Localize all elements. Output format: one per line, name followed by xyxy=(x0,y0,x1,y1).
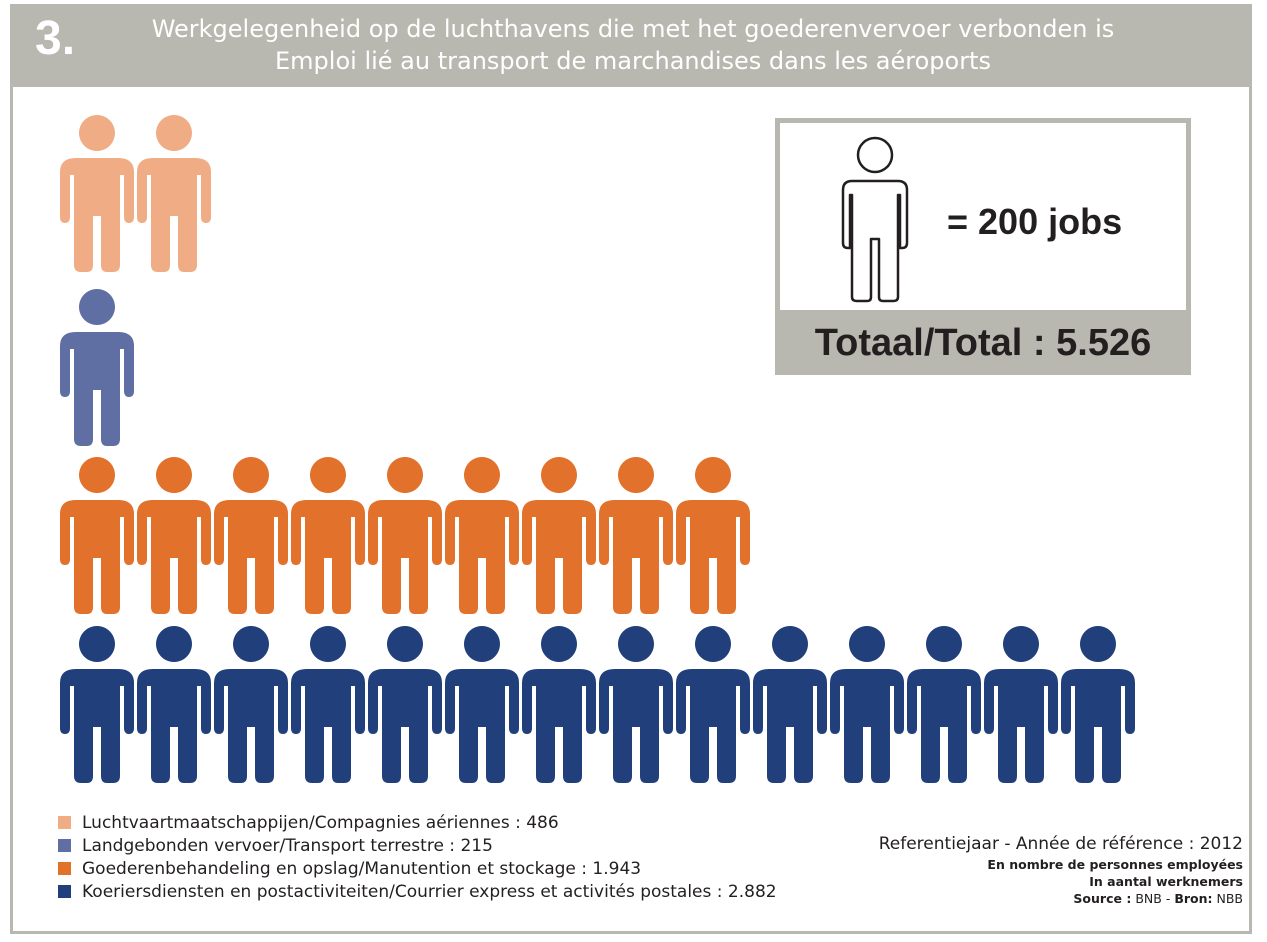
legend: Luchtvaartmaatschappijen/Compagnies aéri… xyxy=(58,812,777,904)
person-icon xyxy=(214,457,288,614)
source-sep: - xyxy=(1165,891,1171,906)
person-icon xyxy=(676,626,750,783)
person-icon xyxy=(291,457,365,614)
legend-label: Koeriersdiensten en postactiviteiten/Cou… xyxy=(82,882,777,902)
unit-french: En nombre de personnes employées xyxy=(987,857,1243,872)
person-icon xyxy=(137,457,211,614)
person-icon xyxy=(60,626,134,783)
person-icon xyxy=(214,115,288,272)
pictogram-row xyxy=(60,626,1212,783)
source-note: Referentiejaar - Année de référence : 20… xyxy=(879,832,1243,907)
person-icon xyxy=(841,136,909,303)
person-icon xyxy=(907,626,981,783)
person-icon xyxy=(445,457,519,614)
source-nl: NBB xyxy=(1216,891,1243,906)
person-icon xyxy=(445,626,519,783)
person-icon xyxy=(291,626,365,783)
legend-swatch xyxy=(58,862,71,875)
key-box: = 200 jobs Totaal/Total : 5.526 xyxy=(775,118,1191,375)
source-line: Source : BNB - Bron: NBB xyxy=(879,890,1243,907)
person-icon xyxy=(368,457,442,614)
person-icon xyxy=(599,626,673,783)
header-bar: 3. Werkgelegenheid op de luchthavens die… xyxy=(13,7,1249,87)
person-icon xyxy=(599,457,673,614)
person-icon xyxy=(214,626,288,783)
person-icon xyxy=(60,457,134,614)
legend-label: Goederenbehandeling en opslag/Manutentio… xyxy=(82,859,642,879)
legend-item-handling-storage: Goederenbehandeling en opslag/Manutentio… xyxy=(58,858,777,881)
title-french: Emploi lié au transport de marchandises … xyxy=(275,47,991,75)
person-icon xyxy=(830,626,904,783)
person-icon xyxy=(522,626,596,783)
legend-swatch xyxy=(58,839,71,852)
person-icon xyxy=(753,626,827,783)
legend-swatch xyxy=(58,816,71,829)
title-dutch: Werkgelegenheid op de luchthavens die me… xyxy=(151,15,1115,43)
source-fr: BNB xyxy=(1135,891,1162,906)
chart-title: Werkgelegenheid op de luchthavens die me… xyxy=(103,13,1163,77)
person-icon xyxy=(137,626,211,783)
legend-label: Luchtvaartmaatschappijen/Compagnies aéri… xyxy=(82,813,559,833)
key-panel: = 200 jobs xyxy=(780,123,1186,310)
pictogram-row xyxy=(60,289,211,446)
person-icon xyxy=(60,115,134,272)
person-icon xyxy=(60,289,134,446)
figure-number: 3. xyxy=(35,12,76,65)
person-icon xyxy=(676,457,750,614)
bron-label: Bron: xyxy=(1174,891,1213,906)
pictogram-row xyxy=(60,115,288,272)
legend-item-land-transport: Landgebonden vervoer/Transport terrestre… xyxy=(58,835,777,858)
person-icon xyxy=(984,626,1058,783)
person-icon xyxy=(137,115,211,272)
person-icon xyxy=(1138,626,1212,783)
legend-item-courier-postal: Koeriersdiensten en postactiviteiten/Cou… xyxy=(58,881,777,904)
key-label: = 200 jobs xyxy=(947,201,1123,242)
person-icon xyxy=(753,457,827,614)
pictogram-row xyxy=(60,457,827,614)
legend-label: Landgebonden vervoer/Transport terrestre… xyxy=(82,836,493,856)
legend-swatch xyxy=(58,885,71,898)
person-icon xyxy=(1061,626,1135,783)
person-icon xyxy=(368,626,442,783)
unit-dutch: In aantal werknemers xyxy=(1089,874,1243,889)
source-label: Source : xyxy=(1073,891,1132,906)
legend-item-airlines: Luchtvaartmaatschappijen/Compagnies aéri… xyxy=(58,812,777,835)
reference-year: Referentiejaar - Année de référence : 20… xyxy=(878,834,1243,854)
person-icon xyxy=(137,289,211,446)
person-icon xyxy=(522,457,596,614)
total-label: Totaal/Total : 5.526 xyxy=(814,322,1152,364)
